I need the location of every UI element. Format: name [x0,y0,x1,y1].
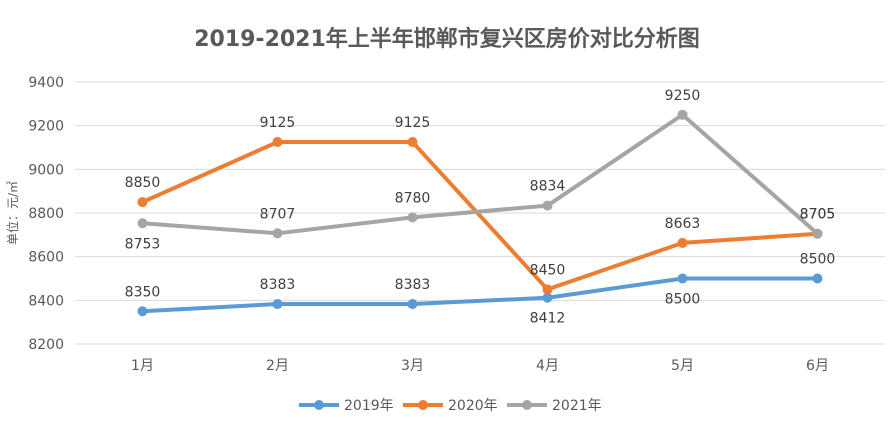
data-point[interactable] [542,200,553,211]
series-line [140,112,820,236]
chart-title: 2019-2021年上半年邯郸市复兴区房价对比分析图 [194,26,700,52]
x-tick-label: 3月 [401,358,424,374]
legend-label: 2020年 [448,398,498,414]
y-tick-label: 9400 [28,75,64,91]
data-label: 9125 [395,115,431,131]
x-axis-ticks: 1月 2月 3月 4月 5月 6月 [131,358,829,374]
data-point[interactable] [812,273,823,284]
x-tick-label: 6月 [806,358,829,374]
y-axis-label: 单位：元/㎡ [5,181,20,245]
y-tick-label: 8600 [28,250,64,266]
data-label: 8753 [125,236,161,252]
data-label: 8383 [260,277,296,293]
data-label: 8705 [800,207,836,223]
legend-marker [522,400,532,410]
data-label: 8450 [530,262,566,278]
legend-marker [418,400,428,410]
series-2019年 [137,273,823,317]
gridlines [75,81,885,345]
y-axis-ticks: 8200 8400 8600 8800 9000 9200 9400 [28,75,64,353]
series-line [140,276,820,314]
y-tick-label: 9000 [28,162,64,178]
data-label: 8500 [665,292,701,308]
data-point[interactable] [677,237,688,248]
data-label: 9250 [665,88,701,104]
x-tick-label: 5月 [671,358,694,374]
data-point[interactable] [542,292,553,303]
data-labels: 8350 8383 8383 8412 8500 8500 8850 9125 9125 8450… [125,88,836,327]
data-point[interactable] [677,109,688,120]
y-tick-label: 8800 [28,206,64,222]
data-point[interactable] [137,218,148,229]
x-tick-label: 1月 [131,358,154,374]
series-line [140,140,820,292]
data-point[interactable] [407,137,418,148]
data-label: 8350 [125,284,161,300]
y-tick-label: 8400 [28,293,64,309]
legend-marker [314,400,324,410]
legend-label: 2021年 [552,398,602,414]
x-tick-label: 2月 [266,358,289,374]
data-point[interactable] [272,299,283,310]
data-label: 8780 [395,190,431,206]
legend-label: 2019年 [344,398,394,414]
data-point[interactable] [407,212,418,223]
data-label: 8705 [800,207,836,223]
data-point[interactable] [137,306,148,317]
data-label: 8500 [800,252,836,268]
x-tick-label: 4月 [536,358,559,374]
data-label: 8850 [125,175,161,191]
data-point[interactable] [272,137,283,148]
data-label: 8707 [260,206,296,222]
legend[interactable]: 2019年 2020年 2021年 [299,398,602,414]
data-point[interactable] [407,299,418,310]
legend-item[interactable]: 2019年 [299,398,394,414]
series-layer [137,109,823,317]
legend-item[interactable]: 2020年 [403,398,498,414]
data-label: 8383 [395,277,431,293]
data-label: 8834 [530,179,566,195]
y-tick-label: 9200 [28,119,64,135]
data-point[interactable] [542,284,553,295]
series-2021年 [137,109,823,239]
data-point[interactable] [812,228,823,239]
data-label: 8412 [530,311,566,327]
series-2020年 [137,137,823,295]
data-point[interactable] [137,197,148,208]
data-point[interactable] [272,228,283,239]
legend-item[interactable]: 2021年 [507,398,602,414]
y-tick-label: 8200 [28,337,64,353]
data-label: 8663 [665,216,701,232]
data-point[interactable] [677,273,688,284]
data-label: 9125 [260,115,296,131]
